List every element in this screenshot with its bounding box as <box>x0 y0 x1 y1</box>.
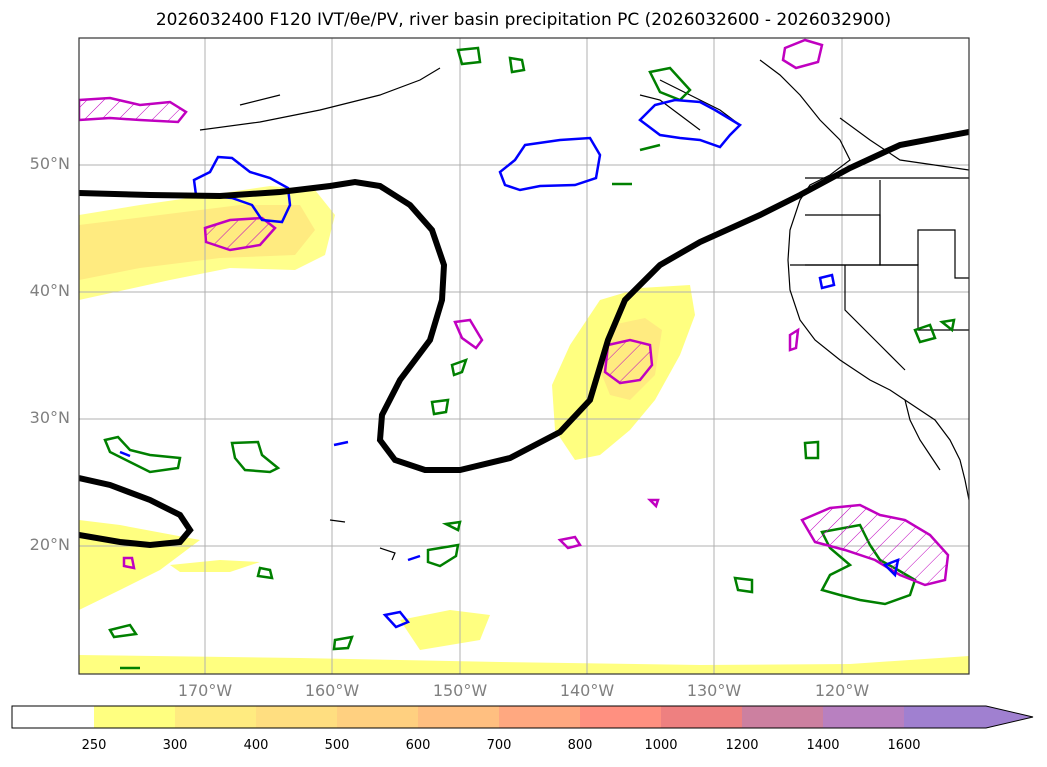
colorbar-bin-0 <box>12 706 94 728</box>
colorbar-extend-arrow <box>986 706 1033 728</box>
colorbar-label-1400: 1400 <box>806 738 840 753</box>
colorbar-bin-5 <box>418 706 499 728</box>
lat-label-50n: 50°N <box>29 154 70 173</box>
pv-low-contours <box>119 98 900 629</box>
colorbar-bin-7 <box>580 706 661 728</box>
lon-label-150w: 150°W <box>432 681 488 700</box>
lon-label-130w: 130°W <box>686 681 742 700</box>
colorbar-label-1600: 1600 <box>887 738 921 753</box>
colorbar <box>11 705 1034 729</box>
colorbar-label-1000: 1000 <box>644 738 678 753</box>
colorbar-bin-10 <box>823 706 904 728</box>
colorbar-bin-3 <box>256 706 337 728</box>
ivt-south-patch <box>400 610 490 650</box>
map-frame <box>78 37 970 675</box>
colorbar-bin-4 <box>337 706 418 728</box>
lat-label-20n: 20°N <box>29 535 70 554</box>
lat-label-30n: 30°N <box>29 408 70 427</box>
colorbar-label-300: 300 <box>162 738 188 753</box>
colorbar-bin-2 <box>175 706 256 728</box>
colorbar-bin-8 <box>661 706 742 728</box>
colorbar-label-600: 600 <box>405 738 431 753</box>
pv-high-contours <box>79 38 950 587</box>
colorbar-bin-11 <box>904 706 986 728</box>
lon-label-160w: 160°W <box>304 681 360 700</box>
colorbar-label-500: 500 <box>324 738 350 753</box>
ivt-bottom-strip <box>79 655 969 674</box>
lat-label-40n: 40°N <box>29 281 70 300</box>
colorbar-label-800: 800 <box>567 738 593 753</box>
colorbar-label-700: 700 <box>486 738 512 753</box>
lon-label-140w: 140°W <box>559 681 615 700</box>
colorbar-bin-9 <box>742 706 823 728</box>
precip-contours <box>103 46 956 670</box>
lon-label-170w: 170°W <box>177 681 233 700</box>
theta-e-contours <box>79 129 969 549</box>
colorbar-label-250: 250 <box>81 738 107 753</box>
chart-title: 2026032400 F120 IVT/θe/PV, river basin p… <box>155 10 892 30</box>
colorbar-label-1200: 1200 <box>725 738 759 753</box>
lon-label-120w: 120°W <box>814 681 870 700</box>
colorbar-bin-1 <box>94 706 175 728</box>
colorbar-label-400: 400 <box>243 738 269 753</box>
colorbar-bin-6 <box>499 706 580 728</box>
